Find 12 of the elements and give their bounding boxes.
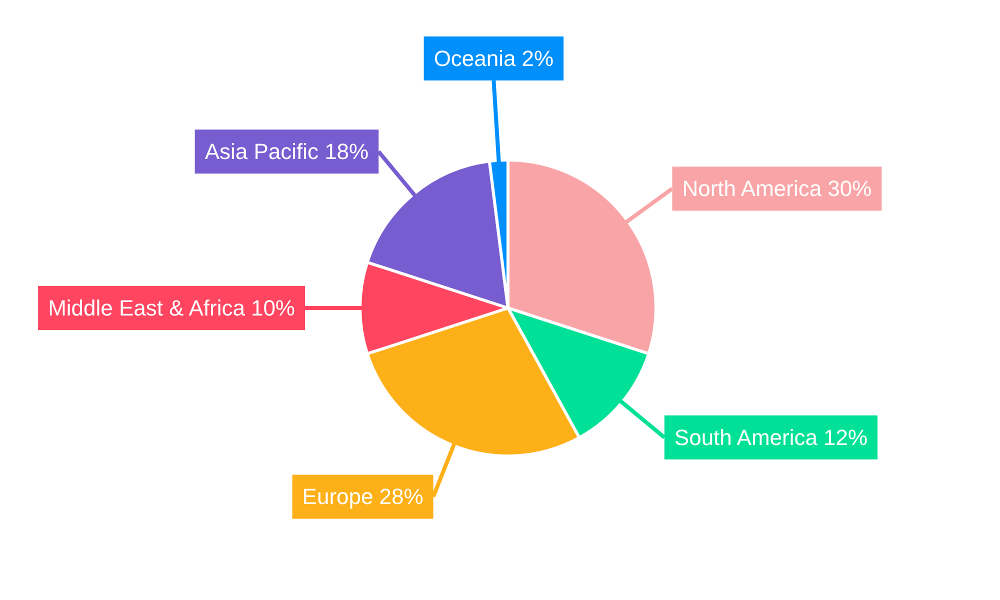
- data-label: 2%: [522, 46, 554, 71]
- data-label: 12%: [823, 424, 868, 450]
- slice-label: North America: [682, 176, 822, 202]
- data-label: 18%: [324, 139, 369, 164]
- data-label: 30%: [828, 176, 872, 202]
- slice-label: South America: [674, 424, 818, 450]
- slice-label: Asia Pacific: [204, 139, 319, 164]
- slice-label: Oceania: [434, 46, 517, 71]
- slice-label: Middle East & Africa: [48, 296, 246, 320]
- data-label: 10%: [250, 296, 295, 320]
- slice-label: Europe: [302, 484, 374, 510]
- data-label: 28%: [379, 484, 424, 510]
